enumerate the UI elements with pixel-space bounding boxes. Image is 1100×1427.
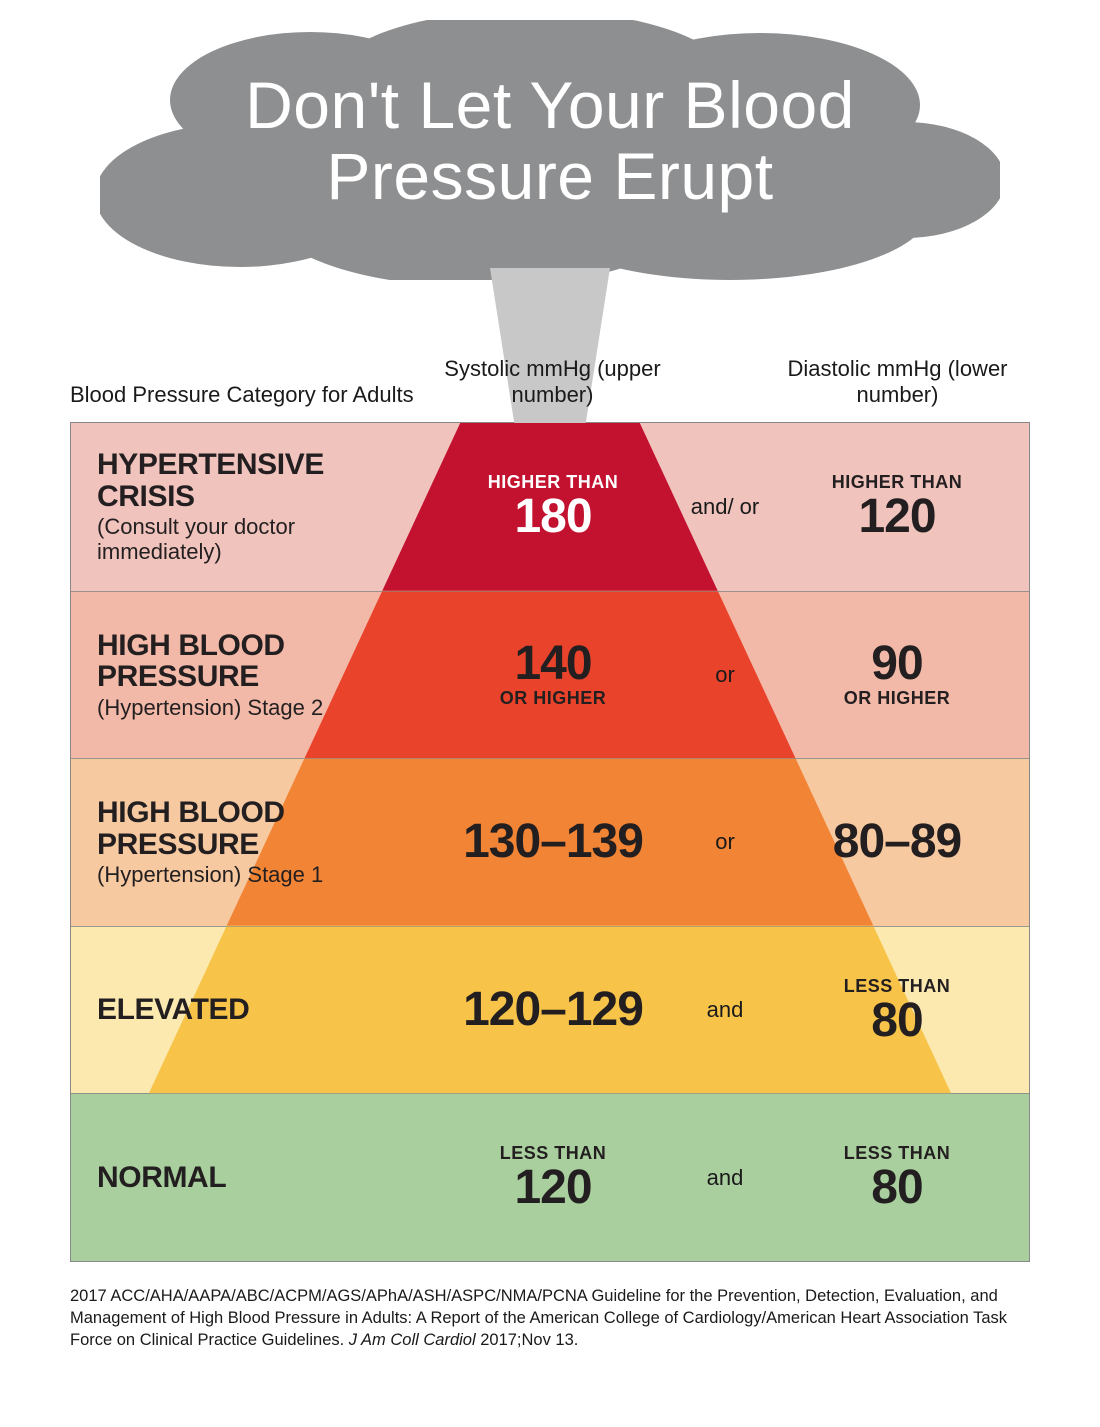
diastolic-cell: 90OR HIGHER	[765, 640, 1029, 709]
conjunction-cell: or	[685, 663, 765, 687]
table-row: NORMAL LESS THAN120andLESS THAN80	[71, 1093, 1029, 1261]
column-headers: Blood Pressure Category for Adults Systo…	[70, 356, 1030, 422]
category-title: NORMAL	[97, 1162, 411, 1194]
systolic-cell-value: 140	[421, 640, 685, 688]
table-row: HIGH BLOOD PRESSURE(Hypertension) Stage …	[71, 758, 1029, 926]
footer-citation: 2017 ACC/AHA/AAPA/ABC/ACPM/AGS/APhA/ASH/…	[70, 1286, 1030, 1351]
diastolic-cell: 80–89	[765, 818, 1029, 866]
diastolic-cell: LESS THAN80	[765, 976, 1029, 1045]
systolic-cell: 130–139	[421, 818, 685, 866]
footer-journal: J Am Coll Cardiol	[349, 1331, 480, 1349]
systolic-cell: 140OR HIGHER	[421, 640, 685, 709]
category-title: ELEVATED	[97, 994, 411, 1026]
table-row: HIGH BLOOD PRESSURE(Hypertension) Stage …	[71, 591, 1029, 759]
diastolic-cell-value: 80	[765, 997, 1029, 1045]
systolic-cell-value: 120	[421, 1164, 685, 1212]
infographic-root: Don't Let Your Blood Pressure Erupt Bloo…	[0, 20, 1100, 1427]
table-row: HYPERTENSIVE CRISIS(Consult your doctor …	[71, 423, 1029, 591]
category-title: HIGH BLOOD PRESSURE	[97, 630, 411, 693]
systolic-cell-value: 180	[421, 493, 685, 541]
systolic-cell: HIGHER THAN180	[421, 472, 685, 541]
category-subtitle: (Hypertension) Stage 2	[97, 695, 411, 720]
category-cell: HIGH BLOOD PRESSURE(Hypertension) Stage …	[71, 797, 421, 887]
category-subtitle: (Consult your doctor immediately)	[97, 514, 411, 565]
systolic-cell-value: 130–139	[421, 818, 685, 866]
diastolic-cell: HIGHER THAN120	[765, 472, 1029, 541]
header-systolic: Systolic mmHg (upper number)	[420, 356, 685, 408]
systolic-cell-value: 120–129	[421, 986, 685, 1034]
category-cell: HYPERTENSIVE CRISIS(Consult your doctor …	[71, 449, 421, 565]
systolic-cell-post-label: OR HIGHER	[421, 688, 685, 709]
category-cell: ELEVATED	[71, 994, 421, 1026]
diastolic-cell-value: 80	[765, 1164, 1029, 1212]
category-title: HYPERTENSIVE CRISIS	[97, 449, 411, 512]
conjunction-cell: and/ or	[685, 495, 765, 519]
conjunction-cell: or	[685, 830, 765, 854]
diastolic-cell: LESS THAN80	[765, 1143, 1029, 1212]
diastolic-cell-value: 80–89	[765, 818, 1029, 866]
category-title: HIGH BLOOD PRESSURE	[97, 797, 411, 860]
conjunction-cell: and	[685, 1166, 765, 1190]
systolic-cell: 120–129	[421, 986, 685, 1034]
systolic-cell: LESS THAN120	[421, 1143, 685, 1212]
diastolic-cell-post-label: OR HIGHER	[765, 688, 1029, 709]
diastolic-cell-value: 90	[765, 640, 1029, 688]
bp-table: HYPERTENSIVE CRISIS(Consult your doctor …	[70, 422, 1030, 1262]
header-category: Blood Pressure Category for Adults	[70, 382, 420, 408]
row-contents: HYPERTENSIVE CRISIS(Consult your doctor …	[71, 423, 1029, 1261]
footer-text-b: 2017;Nov 13.	[480, 1331, 578, 1349]
header-diastolic: Diastolic mmHg (lower number)	[765, 356, 1030, 408]
cloud-area: Don't Let Your Blood Pressure Erupt	[70, 20, 1030, 290]
main-title: Don't Let Your Blood Pressure Erupt	[140, 70, 960, 213]
category-subtitle: (Hypertension) Stage 1	[97, 862, 411, 887]
diastolic-cell-value: 120	[765, 493, 1029, 541]
conjunction-cell: and	[685, 998, 765, 1022]
category-cell: HIGH BLOOD PRESSURE(Hypertension) Stage …	[71, 630, 421, 720]
category-cell: NORMAL	[71, 1162, 421, 1194]
table-row: ELEVATED 120–129andLESS THAN80	[71, 926, 1029, 1094]
